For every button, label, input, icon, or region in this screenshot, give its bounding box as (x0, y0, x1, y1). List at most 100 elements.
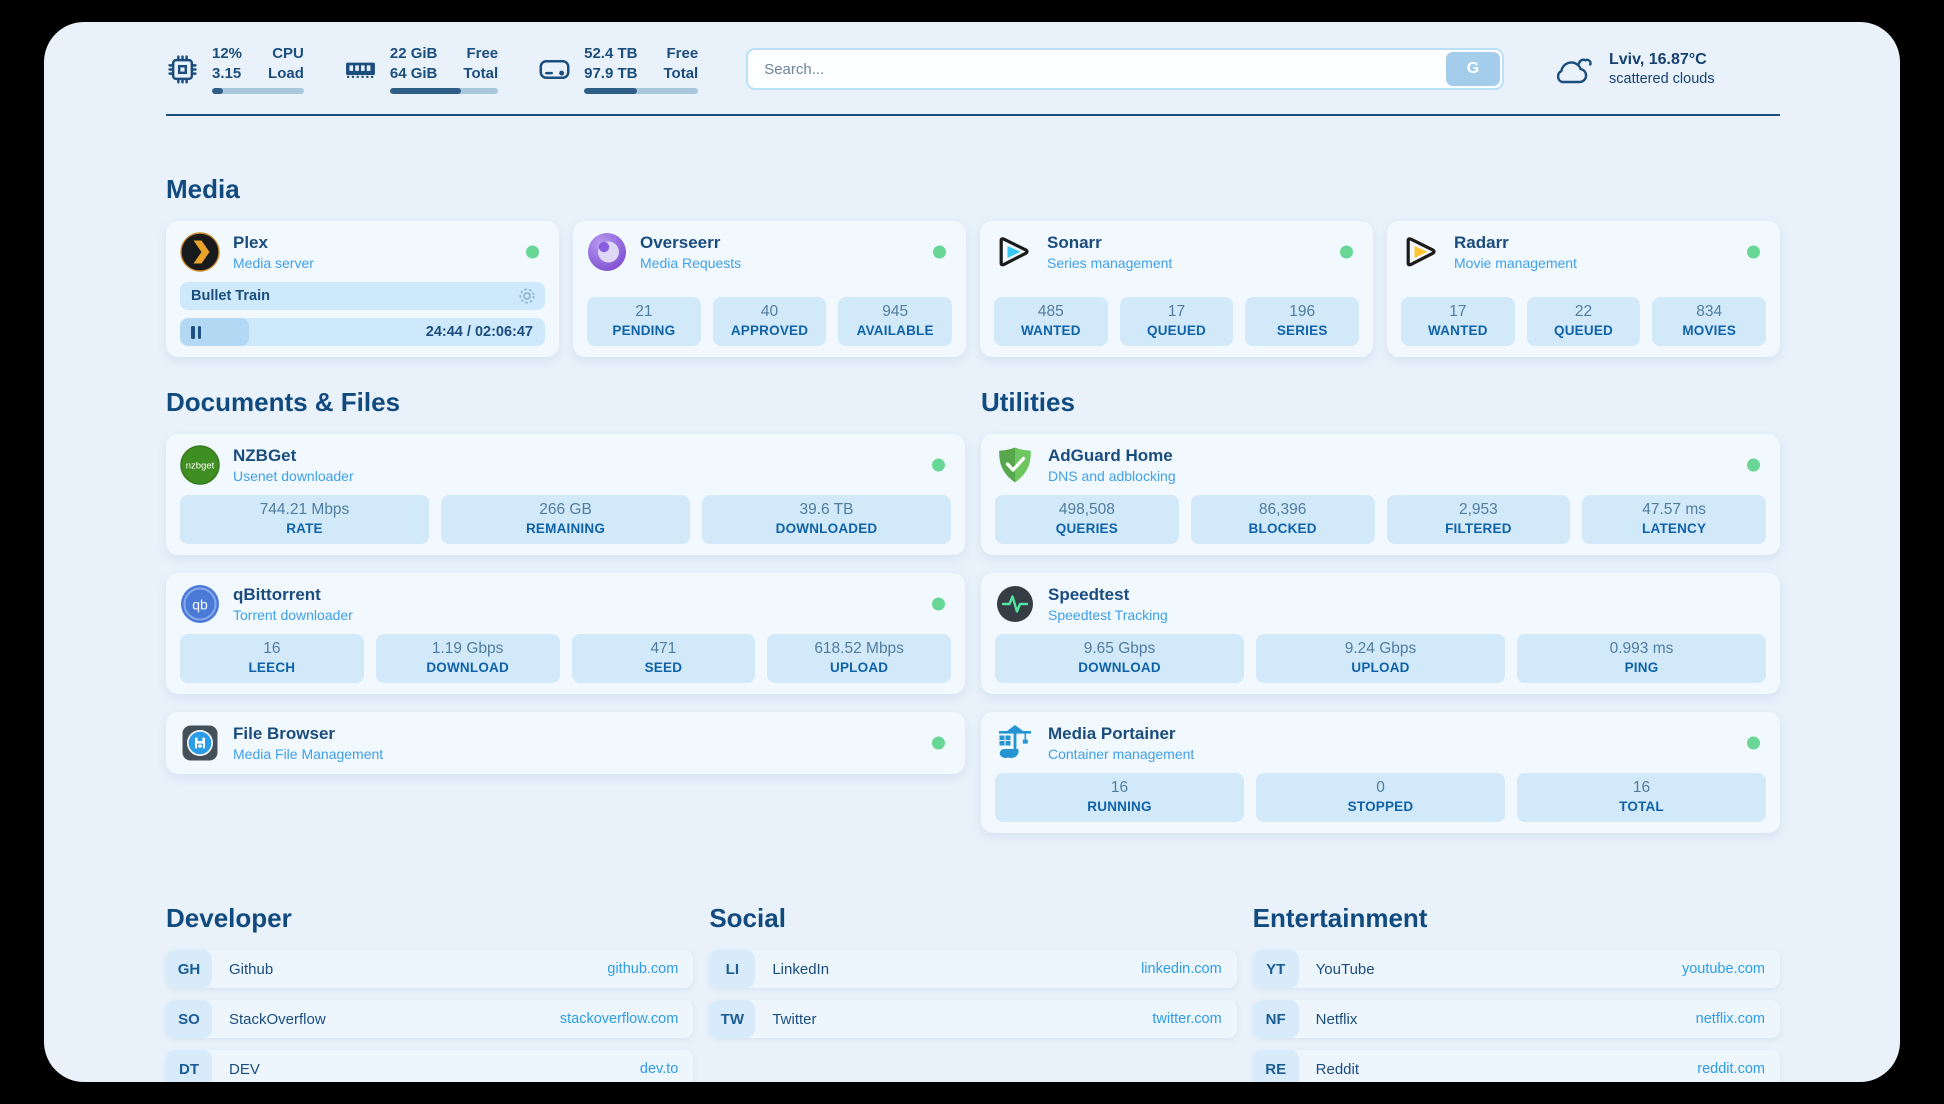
stat-box: 17 WANTED (1401, 297, 1515, 346)
link-row-dev[interactable]: DT DEV dev.to (166, 1050, 694, 1082)
link-row-stackoverflow[interactable]: SO StackOverflow stackoverflow.com (166, 1000, 694, 1038)
link-row-reddit[interactable]: RE Reddit reddit.com (1252, 1050, 1780, 1082)
adguard-card[interactable]: AdGuard Home DNS and adblocking 498,508 … (981, 434, 1780, 555)
search-input[interactable] (746, 48, 1504, 90)
link-row-twitter[interactable]: TW Twitter twitter.com (709, 1000, 1237, 1038)
ram-label-1: Free (466, 45, 499, 62)
session-settings-icon[interactable] (518, 287, 536, 305)
link-name: YouTube (1315, 960, 1375, 978)
app-name: AdGuard Home (1048, 445, 1173, 465)
disk-label-1: Free (666, 45, 699, 62)
link-abbr: SO (166, 1000, 212, 1038)
nzbget-titles: NZBGet Usenet downloader (233, 446, 354, 485)
link-row-github[interactable]: GH Github github.com (166, 950, 694, 988)
ram-free: 22 GiB (389, 45, 438, 62)
svg-text:qb: qb (192, 597, 208, 613)
playback-progress-bar[interactable]: 24:44 / 02:06:47 (180, 318, 545, 346)
speedtest-card[interactable]: Speedtest Speedtest Tracking 9.65 Gbps D… (981, 573, 1780, 694)
status-online-dot (932, 736, 945, 750)
stat-box: 40 APPROVED (712, 297, 827, 346)
radarr-card[interactable]: Radarr Movie management 17 WANTED 22 QUE… (1387, 221, 1780, 357)
ram-icon (345, 62, 375, 78)
app-name: qBittorrent (233, 584, 321, 604)
link-row-netflix[interactable]: NF Netflix netflix.com (1252, 1000, 1780, 1038)
speedtest-titles: Speedtest Speedtest Tracking (1048, 585, 1168, 624)
app-subtitle: Media File Management (233, 746, 384, 763)
stat-box: 266 GB REMAINING (441, 495, 690, 544)
app-subtitle: Container management (1048, 746, 1195, 763)
search-go-button[interactable]: G (1446, 52, 1500, 86)
pause-button[interactable] (191, 325, 201, 339)
app-name: Radarr (1454, 232, 1509, 252)
app-subtitle: Usenet downloader (233, 468, 354, 485)
disk-readout: 52.4 TB Free 97.9 TB Total (584, 44, 699, 94)
cpu-icon (168, 54, 197, 84)
app-subtitle: Torrent downloader (233, 607, 353, 624)
plex-now-playing: Bullet Train 24:44 / 02:06:47 (180, 282, 545, 346)
stat-box: 86,396 BLOCKED (1190, 495, 1375, 544)
playback-time: 24:44 / 02:06:47 (425, 324, 533, 340)
app-subtitle: Speedtest Tracking (1048, 607, 1168, 624)
link-row-linkedin[interactable]: LI LinkedIn linkedin.com (709, 950, 1237, 988)
overseerr-icon (588, 233, 626, 271)
app-subtitle: Media Requests (640, 255, 742, 272)
link-abbr: TW (709, 1000, 756, 1038)
ram-widget: 22 GiB Free 64 GiB Total (344, 44, 499, 94)
status-online-dot (932, 597, 945, 611)
link-url: youtube.com (1681, 961, 1765, 977)
cpu-percent: 12% (212, 45, 243, 62)
stat-box: 834 MOVIES (1652, 297, 1767, 346)
radarr-stats: 17 WANTED 22 QUEUED 834 MOVIES (1401, 297, 1767, 346)
overseerr-titles: Overseerr Media Requests (640, 233, 741, 272)
qbittorrent-card[interactable]: qb qBittorrent Torrent downloader 16 LEE… (166, 573, 965, 694)
now-playing-title: Bullet Train (191, 288, 270, 304)
app-name: Sonarr (1047, 232, 1102, 252)
cpu-loadavg: 3.15 (212, 64, 242, 82)
disk-widget: 52.4 TB Free 97.9 TB Total (538, 44, 699, 94)
disk-total: 97.9 TB (584, 64, 638, 82)
portainer-icon (999, 725, 1031, 759)
status-online-dot (526, 245, 539, 259)
stat-box: 471 SEED (571, 634, 756, 683)
stat-box: 21 PENDING (587, 297, 701, 346)
sonarr-header: Sonarr Series management (994, 232, 1359, 272)
stat-box: 1.19 Gbps DOWNLOAD (375, 634, 560, 683)
section-documents: Documents & Files nzbget NZBGet Usenet d… (166, 387, 965, 792)
sonarr-card[interactable]: Sonarr Series management 485 WANTED 17 Q… (980, 221, 1373, 357)
plex-card[interactable]: Plex Media server Bullet Train (166, 221, 559, 357)
stat-box: 2,953 FILTERED (1386, 495, 1571, 544)
dashboard-page: 12% CPU 3.15 Load (44, 22, 1900, 1082)
middle-columns: Documents & Files nzbget NZBGet Usenet d… (166, 387, 1780, 851)
weather-condition: scattered clouds (1609, 71, 1715, 87)
utilities-section-title: Utilities (981, 387, 1075, 417)
stat-box: 498,508 QUERIES (995, 495, 1179, 544)
overseerr-card[interactable]: Overseerr Media Requests 21 PENDING 40 A… (573, 221, 966, 357)
ram-label-2: Total (463, 64, 499, 82)
link-name: Reddit (1315, 1060, 1360, 1078)
developer-section-title: Developer (166, 903, 292, 933)
portainer-card[interactable]: Media Portainer Container management 16 … (981, 712, 1780, 833)
portainer-titles: Media Portainer Container management (1048, 724, 1194, 763)
app-subtitle: Media server (233, 255, 314, 272)
adguard-icon (999, 447, 1031, 483)
filebrowser-card[interactable]: File Browser Media File Management (166, 712, 965, 774)
status-online-dot (1747, 245, 1760, 259)
plex-icon (180, 232, 220, 272)
stat-box: 0.993 ms PING (1517, 634, 1766, 683)
stat-box: 744.21 Mbps RATE (180, 495, 429, 544)
link-row-youtube[interactable]: YT YouTube youtube.com (1252, 950, 1780, 988)
nzbget-card[interactable]: nzbget NZBGet Usenet downloader 744.21 M… (166, 434, 965, 555)
link-url: github.com (607, 961, 679, 977)
stat-box: 16 RUNNING (995, 773, 1244, 822)
stat-box: 16 LEECH (180, 634, 364, 683)
stat-box: 945 AVAILABLE (838, 297, 953, 346)
adguard-stats: 498,508 QUERIES 86,396 BLOCKED 2,953 FIL… (995, 495, 1766, 544)
stat-box: 196 SERIES (1245, 297, 1360, 346)
disk-label-2: Total (663, 64, 699, 82)
stat-box: 39.6 TB DOWNLOADED (702, 495, 951, 544)
stat-box: 47.57 ms LATENCY (1582, 495, 1766, 544)
stat-box: 485 WANTED (994, 297, 1108, 346)
plex-titles: Plex Media server (233, 233, 314, 272)
stat-box: 9.24 Gbps UPLOAD (1256, 634, 1505, 683)
section-developer: Developer GH Github github.com SO StackO… (166, 903, 694, 1082)
